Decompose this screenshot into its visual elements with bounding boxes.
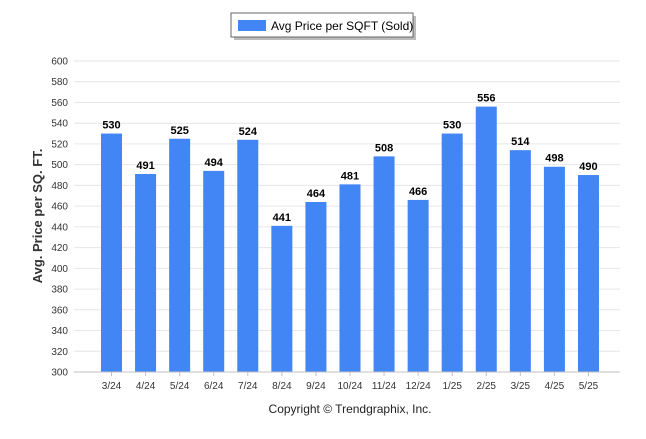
copyright-footer: Copyright © Trendgraphix, Inc. xyxy=(269,402,432,416)
x-tick-label: 11/24 xyxy=(372,381,397,392)
bar xyxy=(475,106,497,372)
y-tick-label: 380 xyxy=(51,285,68,296)
x-tick-label: 5/25 xyxy=(579,381,599,392)
legend: Avg Price per SQFT (Sold) xyxy=(230,12,416,40)
y-tick-label: 540 xyxy=(51,119,68,130)
bar-value-labels: 530 491 525 494 524 441 464 481 508 466 530 556 514 4… xyxy=(102,93,597,224)
bar-value-label: 508 xyxy=(375,142,393,154)
bar xyxy=(101,133,122,372)
y-tick-label: 480 xyxy=(51,181,68,192)
bar-value-label: 498 xyxy=(545,153,563,165)
x-tick-label: 7/24 xyxy=(238,381,258,392)
x-tick-label: 10/24 xyxy=(337,381,362,392)
bar xyxy=(509,150,531,372)
y-tick-label: 500 xyxy=(51,160,68,171)
x-tick-label: 2/25 xyxy=(477,381,497,392)
legend-label: Avg Price per SQFT (Sold) xyxy=(271,19,413,33)
x-tick-label: 3/24 xyxy=(102,381,122,392)
bar-value-label: 530 xyxy=(443,120,461,132)
y-tick-label: 560 xyxy=(51,98,68,109)
bar-value-label: 441 xyxy=(273,212,291,224)
y-tick-label: 600 xyxy=(51,57,68,68)
bar-value-label: 556 xyxy=(477,93,495,105)
bar xyxy=(577,175,599,372)
x-tick-label: 8/24 xyxy=(272,381,292,392)
bar xyxy=(135,173,157,372)
y-tick-label: 460 xyxy=(51,202,68,213)
bar-value-label: 490 xyxy=(579,161,597,173)
bar-value-label: 481 xyxy=(341,170,359,182)
y-tick-label: 400 xyxy=(51,264,68,275)
bar xyxy=(271,225,293,372)
bar xyxy=(203,170,225,372)
legend-swatch xyxy=(238,20,266,31)
bar xyxy=(407,199,429,372)
x-tick-label: 9/24 xyxy=(306,381,326,392)
y-tick-label: 520 xyxy=(51,139,68,150)
y-tick-label: 300 xyxy=(51,368,68,379)
bar-value-label: 524 xyxy=(239,126,258,138)
y-tick-label: 340 xyxy=(51,326,68,337)
x-tick-label: 3/25 xyxy=(511,381,531,392)
y-tick-label: 580 xyxy=(51,77,68,88)
bar xyxy=(373,156,395,372)
x-tick-label: 4/24 xyxy=(136,381,156,392)
y-tick-label: 440 xyxy=(51,222,68,233)
x-tick-label: 1/25 xyxy=(442,381,462,392)
bar xyxy=(543,166,565,372)
x-tick-label: 6/24 xyxy=(204,381,224,392)
x-tick-label: 5/24 xyxy=(170,381,190,392)
bar xyxy=(237,139,259,372)
y-axis-ticks: 300 320 340 360 380 400 420 440 460 480 500 520 540 5… xyxy=(51,57,68,379)
bar-value-label: 464 xyxy=(307,188,326,200)
bar-value-label: 491 xyxy=(136,160,154,172)
x-tick-label: 4/25 xyxy=(545,381,565,392)
y-tick-label: 420 xyxy=(51,243,68,254)
bar xyxy=(441,133,463,372)
bar xyxy=(339,184,361,372)
bar xyxy=(305,201,327,372)
bar-value-label: 525 xyxy=(170,125,188,137)
bar-value-label: 494 xyxy=(205,157,224,169)
bar-value-label: 530 xyxy=(102,120,120,132)
bar-value-label: 514 xyxy=(511,136,530,148)
bar-value-label: 466 xyxy=(409,186,427,198)
y-axis-label: Avg. Price per SQ. FT. xyxy=(30,149,45,284)
bars xyxy=(101,106,599,372)
y-tick-label: 360 xyxy=(51,305,68,316)
x-tick-label: 12/24 xyxy=(406,381,431,392)
bar xyxy=(169,138,191,372)
x-axis-ticks: 3/24 4/24 5/24 6/24 7/24 8/24 9/24 10/24 11/24 12… xyxy=(102,372,599,392)
y-tick-label: 320 xyxy=(51,347,68,358)
